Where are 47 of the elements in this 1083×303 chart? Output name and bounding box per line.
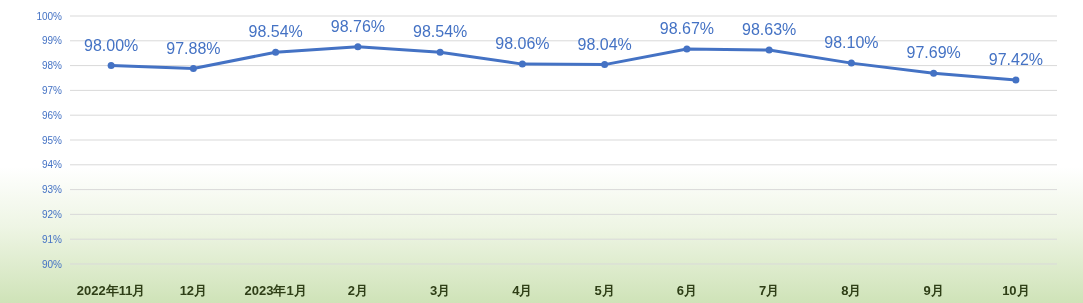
y-tick-label: 93% bbox=[41, 184, 63, 196]
data-label: 98.10% bbox=[824, 34, 879, 52]
y-tick-label: 98% bbox=[41, 60, 63, 72]
x-tick-label: 10月 bbox=[1002, 283, 1030, 298]
point bbox=[683, 45, 691, 53]
y-tick-label: 92% bbox=[41, 208, 63, 220]
x-tick-label: 8月 bbox=[841, 283, 862, 298]
point bbox=[765, 46, 773, 54]
point bbox=[354, 43, 362, 51]
y-tick-label: 91% bbox=[41, 233, 63, 245]
data-label: 98.54% bbox=[412, 23, 468, 41]
data-label: 98.67% bbox=[659, 19, 715, 37]
data-label: 98.04% bbox=[577, 35, 632, 53]
y-tick-label: 96% bbox=[41, 109, 63, 121]
x-tick-label: 2月 bbox=[347, 283, 368, 298]
data-label: 98.06% bbox=[495, 35, 550, 53]
point bbox=[930, 69, 938, 77]
point bbox=[107, 62, 115, 70]
data-label: 97.42% bbox=[988, 50, 1044, 68]
x-tick-label: 4月 bbox=[512, 283, 533, 298]
point bbox=[518, 60, 526, 68]
data-label: 98.76% bbox=[330, 17, 386, 35]
x-tick-label: 12月 bbox=[179, 283, 208, 298]
x-tick-label: 7月 bbox=[759, 283, 780, 298]
data-label: 98.54% bbox=[248, 23, 303, 41]
point bbox=[847, 59, 855, 67]
y-tick-label: 97% bbox=[41, 84, 63, 96]
data-label: 98.63% bbox=[741, 20, 797, 38]
x-tick-label: 3月 bbox=[430, 283, 451, 298]
point bbox=[1012, 76, 1020, 84]
y-tick-label: 94% bbox=[41, 159, 63, 171]
y-tick-label: 95% bbox=[41, 134, 63, 146]
point bbox=[189, 65, 197, 73]
data-label: 98.00% bbox=[83, 36, 139, 54]
y-tick-label: 99% bbox=[41, 35, 63, 47]
y-tick-label: 90% bbox=[41, 258, 63, 270]
x-tick-label: 2023年1月 bbox=[244, 283, 307, 298]
x-tick-label: 9月 bbox=[923, 283, 944, 298]
y-tick-label: 100% bbox=[36, 10, 63, 22]
x-tick-label: 2022年11月 bbox=[76, 283, 146, 298]
point bbox=[436, 48, 444, 56]
x-tick-label: 5月 bbox=[594, 283, 615, 298]
data-label: 97.69% bbox=[906, 44, 961, 62]
point bbox=[601, 61, 609, 69]
data-label: 97.88% bbox=[166, 39, 221, 57]
x-tick-label: 6月 bbox=[676, 283, 697, 298]
point bbox=[272, 48, 280, 56]
